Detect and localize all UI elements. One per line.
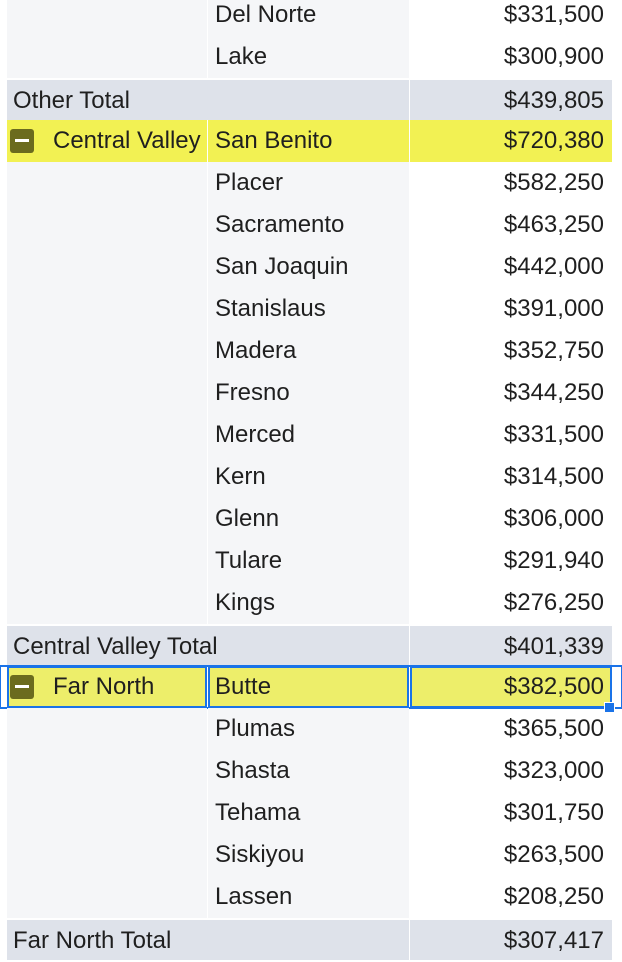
table-row[interactable]: Stanislaus $391,000 [0,288,622,330]
region-cell[interactable] [7,540,207,582]
value-cell[interactable]: $382,500 [410,666,612,708]
total-value[interactable]: $307,417 [410,918,612,960]
county-cell[interactable]: San Joaquin [208,246,409,288]
region-cell[interactable] [7,750,207,792]
county-cell[interactable]: Fresno [208,372,409,414]
table-row[interactable]: Tehama $301,750 [0,792,622,834]
table-row[interactable]: Lake $300,900 [0,36,622,78]
region-cell[interactable] [7,330,207,372]
county-cell[interactable]: Siskiyou [208,834,409,876]
county-cell[interactable]: Lassen [208,876,409,918]
value-cell[interactable]: $582,250 [503,169,604,196]
total-value[interactable]: $439,805 [410,78,612,120]
table-row[interactable]: Fresno $344,250 [0,372,622,414]
table-row[interactable]: Del Norte $331,500 [0,0,622,36]
region-cell[interactable]: Central Valley [7,120,207,162]
total-label[interactable]: Other Total [7,78,409,120]
county-cell[interactable]: Tulare [208,540,409,582]
table-row[interactable]: Glenn $306,000 [0,498,622,540]
county-cell[interactable]: Glenn [208,498,409,540]
value-cell[interactable]: $306,000 [503,505,604,532]
region-cell[interactable] [7,0,207,36]
county-cell[interactable]: Shasta [208,750,409,792]
region-cell[interactable] [7,414,207,456]
region-cell[interactable] [7,288,207,330]
value-cell[interactable]: $365,500 [503,715,604,742]
table-row[interactable]: Kern $314,500 [0,456,622,498]
county-cell[interactable]: Del Norte [208,0,409,36]
region-cell[interactable] [7,162,207,204]
table-row[interactable]: Merced $331,500 [0,414,622,456]
region-cell-selected[interactable]: Far North [7,666,207,708]
value-cell[interactable]: $463,250 [503,211,604,238]
table-row[interactable]: Siskiyou $263,500 [0,834,622,876]
value-cell[interactable]: $720,380 [410,120,612,162]
table-row[interactable]: San Joaquin $442,000 [0,246,622,288]
minus-square-icon[interactable] [10,675,34,699]
county-cell[interactable]: Placer [208,162,409,204]
region-cell[interactable] [7,792,207,834]
county-cell[interactable]: Stanislaus [208,288,409,330]
region-cell[interactable] [7,246,207,288]
region-cell[interactable] [7,582,207,624]
total-row[interactable]: Far North Total $307,417 [0,918,622,960]
county-cell[interactable]: Butte [208,666,409,708]
value-cell[interactable]: $323,000 [503,757,604,784]
region-cell[interactable] [7,876,207,918]
table-row[interactable]: Tulare $291,940 [0,540,622,582]
county-cell[interactable]: Kern [208,456,409,498]
fill-handle[interactable] [604,702,615,713]
value-cell[interactable]: $208,250 [503,883,604,910]
county-cell[interactable]: Merced [208,414,409,456]
value-cell[interactable]: $291,940 [503,547,604,574]
county-cell[interactable]: Sacramento [208,204,409,246]
region-cell[interactable] [7,36,207,78]
value-cell[interactable]: $276,250 [503,589,604,616]
value-cell[interactable]: $352,750 [503,337,604,364]
group-row[interactable]: Central Valley San Benito $720,380 [0,120,622,162]
region-cell[interactable] [7,372,207,414]
table-row[interactable]: Kings $276,250 [0,582,622,624]
value-cell[interactable]: $301,750 [503,799,604,826]
county-cell[interactable]: Plumas [208,708,409,750]
county-cell[interactable]: Kings [208,582,409,624]
county-cell[interactable]: Lake [208,36,409,78]
value-cell[interactable]: $263,500 [503,841,604,868]
county-cell[interactable]: Madera [208,330,409,372]
region-label: Far North [53,673,155,700]
table-row[interactable]: Shasta $323,000 [0,750,622,792]
total-label[interactable]: Far North Total [7,918,409,960]
table-row[interactable]: Plumas $365,500 [0,708,622,750]
value-cell[interactable]: $331,500 [503,1,604,28]
region-cell[interactable] [7,498,207,540]
value-cell[interactable]: $391,000 [503,295,604,322]
region-label: Central Valley [53,127,201,154]
total-row[interactable]: Central Valley Total $401,339 [0,624,622,666]
county-cell[interactable]: San Benito [208,120,409,162]
value-cell[interactable]: $331,500 [503,421,604,448]
value-cell[interactable]: $314,500 [503,463,604,490]
table-row[interactable]: Lassen $208,250 [0,876,622,918]
table-row[interactable]: Madera $352,750 [0,330,622,372]
value-cell[interactable]: $442,000 [503,253,604,280]
region-cell[interactable] [7,834,207,876]
region-cell[interactable] [7,204,207,246]
region-cell[interactable] [7,456,207,498]
total-label[interactable]: Central Valley Total [7,624,409,666]
county-cell[interactable]: Tehama [208,792,409,834]
total-row[interactable]: Other Total $439,805 [0,78,622,120]
value-cell[interactable]: $344,250 [503,379,604,406]
total-value[interactable]: $401,339 [410,624,612,666]
table-row[interactable]: Sacramento $463,250 [0,204,622,246]
minus-square-icon[interactable] [10,129,34,153]
group-row-selected[interactable]: Far North Butte $382,500 [0,665,622,713]
value-cell[interactable]: $300,900 [503,43,604,70]
table-row[interactable]: Placer $582,250 [0,162,622,204]
region-cell[interactable] [7,708,207,750]
